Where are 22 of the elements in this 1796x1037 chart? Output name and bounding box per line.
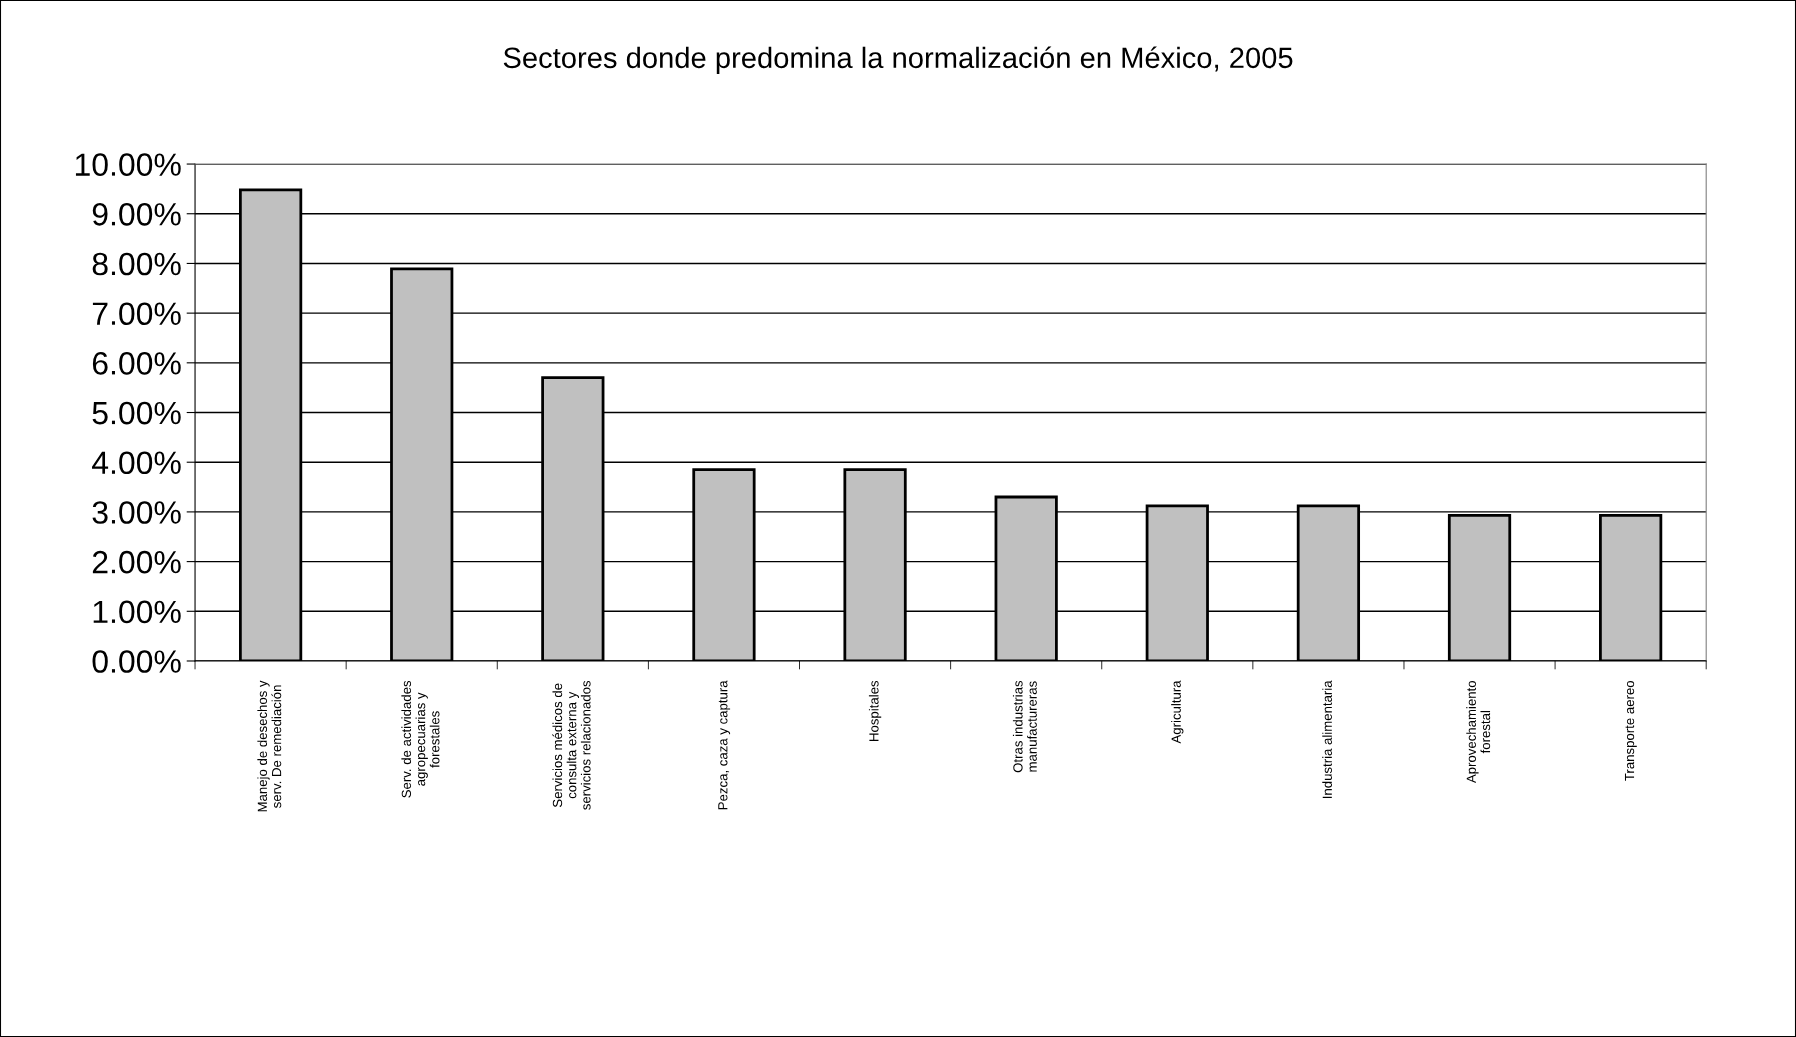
chart-title: Sectores donde predomina la normalización en México, 2005 [503,46,1293,74]
y-tick-label: 5.00% [92,401,181,425]
x-tick-label: Serv. de actividades agropecuarias y forestales [401,680,440,798]
x-tick-label: Aprovechamiento forestal [1466,680,1491,784]
y-tick-label: 7.00% [92,302,181,326]
x-tick-label: Servicios médicos de consulta externa y servicios relacionados [552,680,591,810]
x-tick-label: Transporte aereo [1624,680,1637,781]
x-tick-label: Hospitales [868,680,882,741]
x-tick-label: Industria alimentaria [1322,680,1332,799]
y-tick-label: 1.00% [93,600,181,624]
x-tick-label: Pezca, caza y captura [718,680,731,810]
y-tick-label: 10.00% [75,153,181,176]
y-tick-label: 8.00% [92,252,181,276]
x-tick-label: Agricultura [1171,680,1184,744]
x-tick-label: Manejo de desechos y serv. De remediación [257,680,282,812]
y-tick-label: 4.00% [92,451,181,475]
y-tick-label: 9.00% [92,203,181,226]
x-tick-label: Otras industrias manufactureras [1012,680,1037,773]
y-tick-label: 2.00% [92,550,181,574]
y-tick-label: 0.00% [92,650,181,673]
y-tick-label: 3.00% [92,501,181,524]
y-tick-label: 6.00% [92,352,181,375]
